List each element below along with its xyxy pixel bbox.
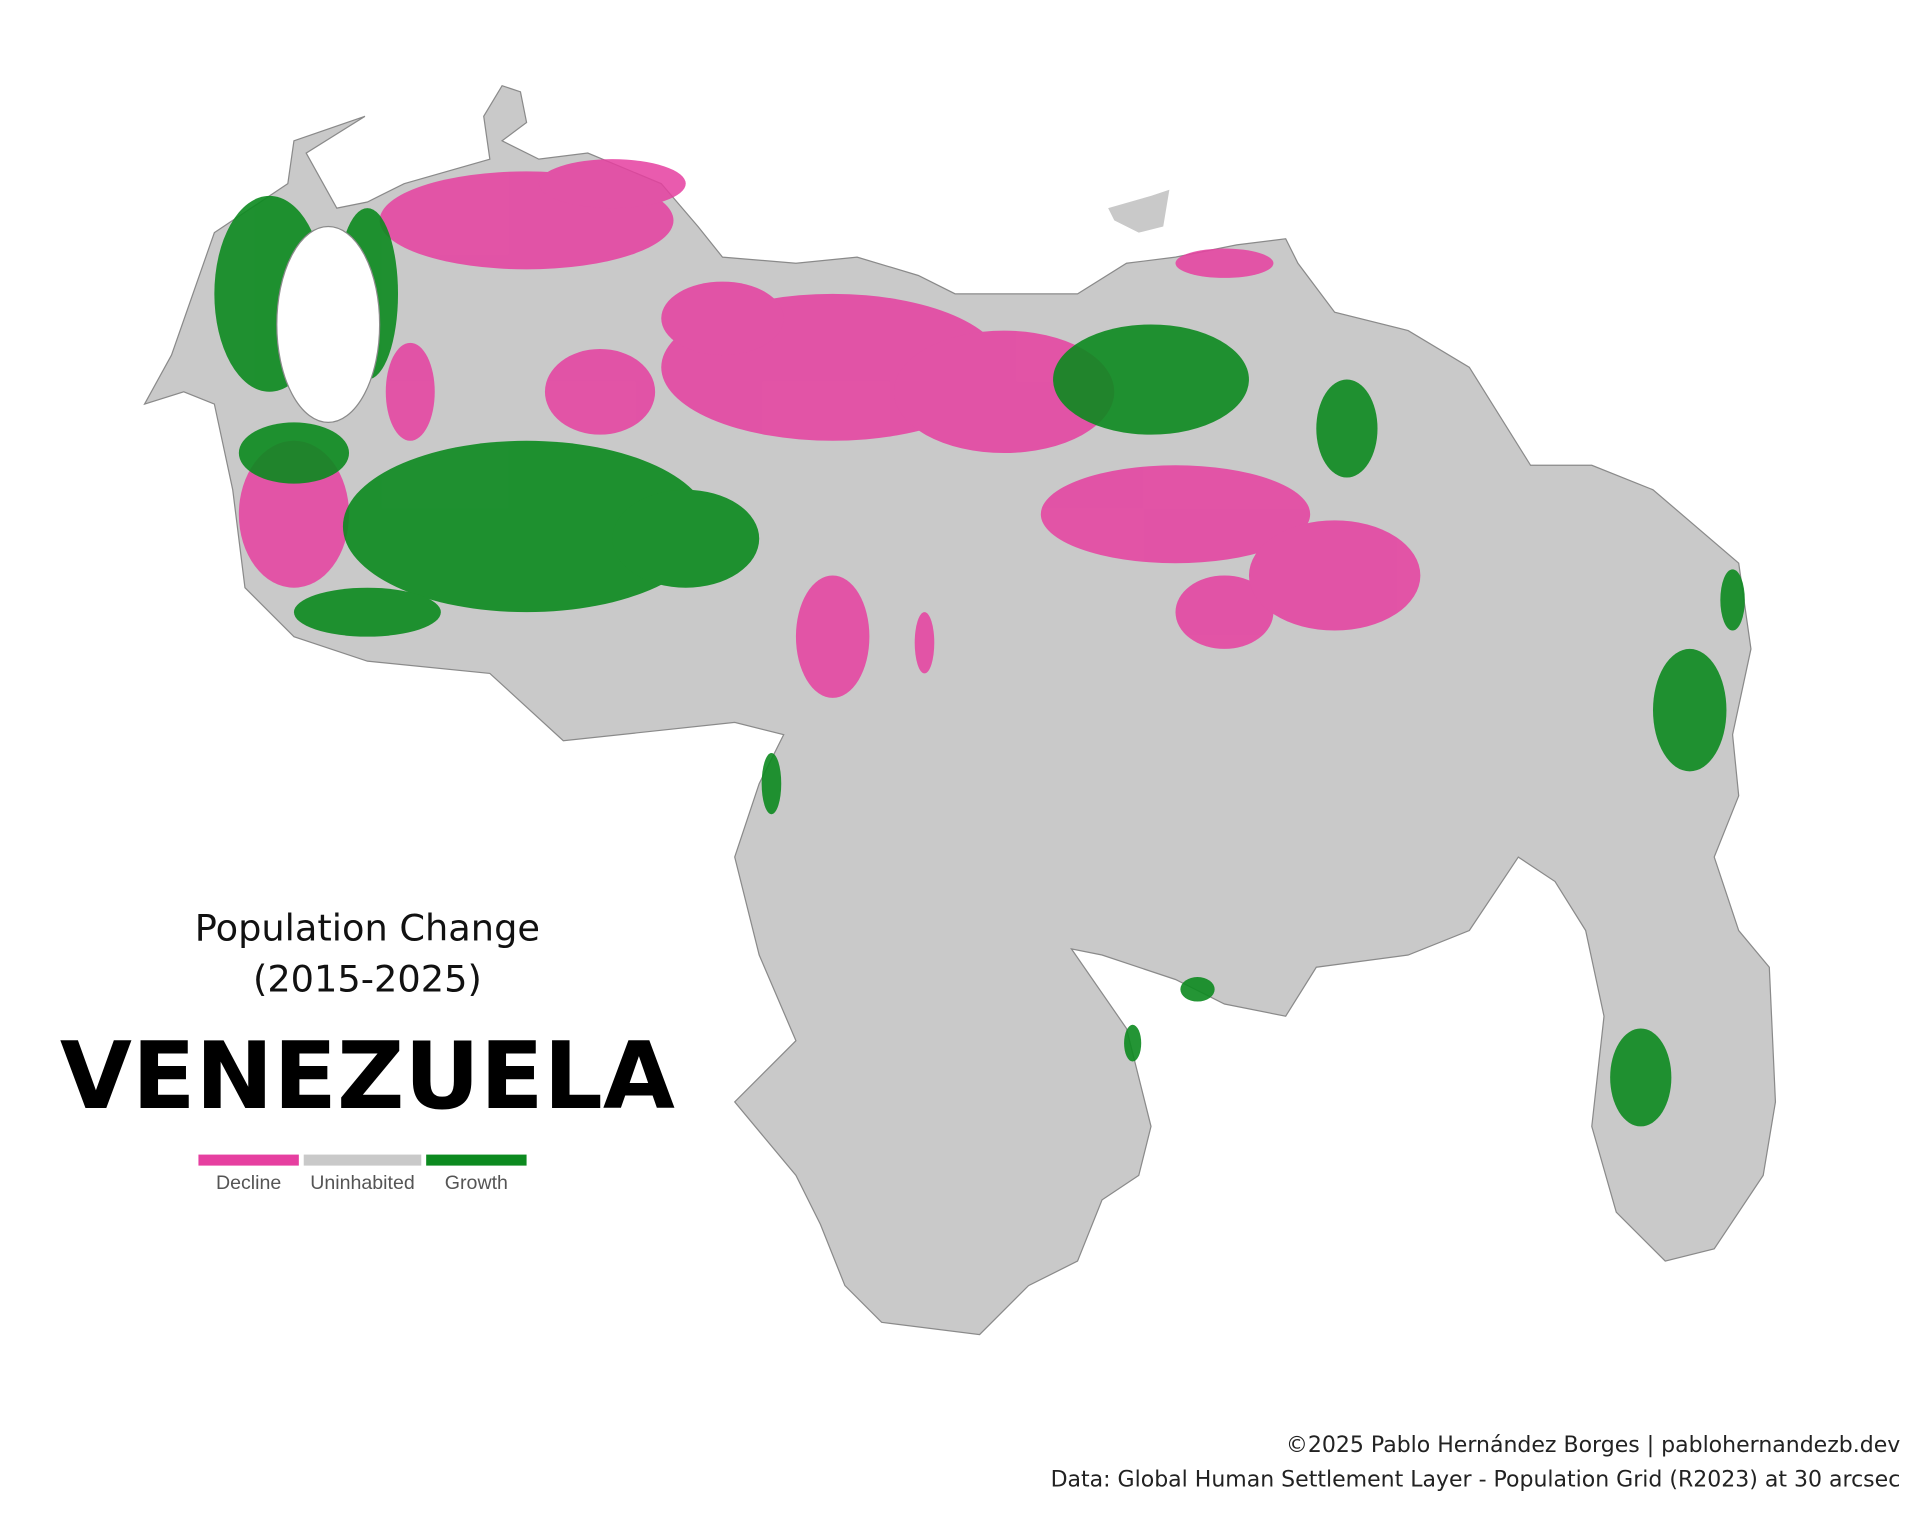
- map-title: Population Change: [195, 906, 540, 949]
- map-subtitle: (2015-2025): [253, 958, 482, 1001]
- island-margarita: [1108, 189, 1170, 233]
- legend-swatch: [426, 1154, 527, 1166]
- lake-maracaibo: [276, 225, 381, 424]
- country-name: VENEZUELA: [60, 1022, 675, 1130]
- decline-areas: [238, 159, 1421, 698]
- legend-swatch: [303, 1154, 422, 1166]
- legend-label: Growth: [445, 1172, 508, 1194]
- source-line: Data: Global Human Settlement Layer - Po…: [1051, 1467, 1901, 1492]
- legend: Decline Uninhabited Growth: [198, 1154, 527, 1194]
- credit-line: ©2025 Pablo Hernández Borges | pablohern…: [1286, 1433, 1900, 1458]
- growth-areas: [214, 195, 1745, 1127]
- legend-swatch: [198, 1154, 299, 1166]
- legend-label: Decline: [216, 1172, 281, 1194]
- legend-label: Uninhabited: [310, 1172, 415, 1194]
- venezuela-map: [143, 84, 1777, 1336]
